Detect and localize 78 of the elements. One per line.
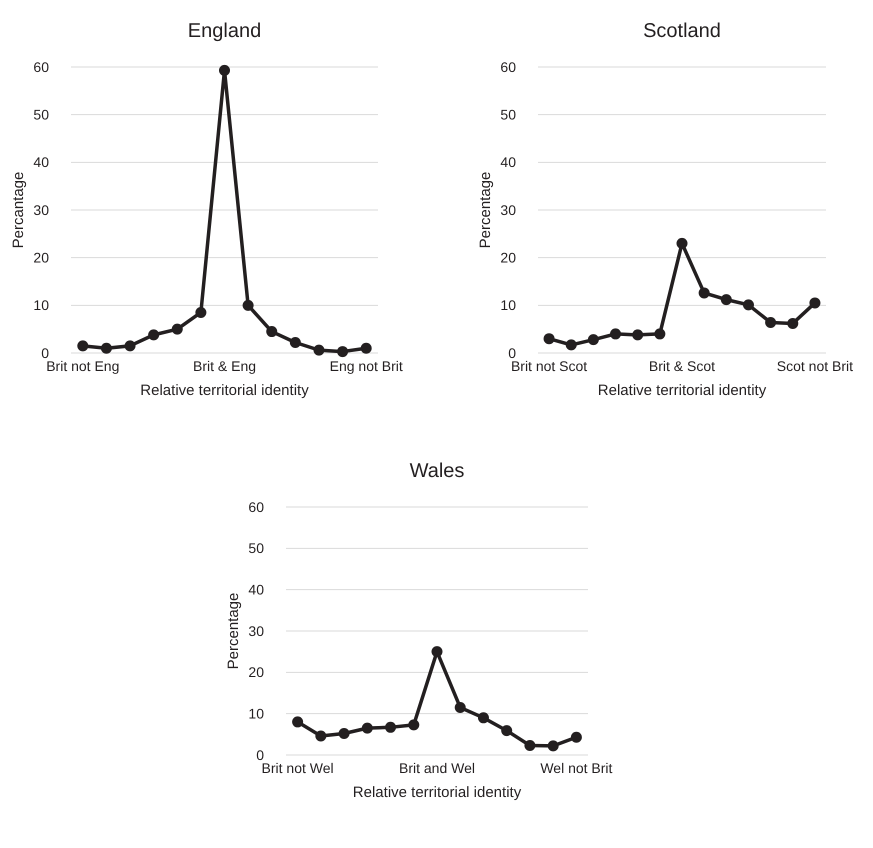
point [570,732,582,743]
point [290,337,301,348]
y-tick-label: 50 [500,106,516,123]
point [313,344,324,356]
y-tick-label: 40 [248,582,264,598]
chart-title: Wales [410,460,464,482]
y-tick-label: 20 [500,250,516,266]
x-tick-label: Brit not Eng [46,358,120,374]
point [408,719,420,730]
point [454,702,466,713]
y-tick-label: 60 [248,498,264,515]
point [242,300,254,311]
point [610,328,622,340]
y-tick-label: 40 [33,154,50,170]
point [654,328,666,340]
point [292,716,304,728]
point [698,287,710,298]
point [787,318,798,329]
chart-title: England [188,20,262,42]
y-tick-label: 10 [33,297,50,314]
x-tick-label: Scot not Brit [776,358,854,374]
point [219,64,230,76]
x-axis-title: Relative territorial identity [140,382,310,399]
point [588,334,599,346]
y-axis-title: Percantage [10,172,27,248]
y-tick-label: 0 [508,344,516,361]
y-tick-label: 30 [248,622,264,639]
point [195,306,206,318]
y-axis-title: Percentage [477,172,494,248]
point [566,339,577,350]
point [337,346,348,358]
point [632,329,644,340]
x-tick-label: Brit and Wel [399,760,475,776]
y-axis-title: Percentage [225,592,242,670]
point [478,712,489,724]
point [385,722,396,733]
point [809,297,820,308]
point [362,722,373,734]
y-tick-label: 10 [248,706,264,722]
y-tick-label: 0 [256,746,264,763]
x-tick-label: Brit not Wel [262,760,334,776]
y-tick-label: 60 [500,58,516,75]
point [266,326,278,338]
point [548,740,559,752]
x-tick-label: Brit not Scot [510,358,588,374]
point [720,294,732,306]
point [432,646,442,658]
chart-title: Scotland [643,20,721,42]
point [315,730,326,742]
x-tick-label: Wel not Brit [540,760,613,776]
x-tick-label: Brit & Eng [192,358,256,374]
point [742,299,754,310]
y-tick-label: 10 [500,297,516,314]
y-tick-label: 40 [500,154,516,170]
y-tick-label: 0 [41,344,50,361]
point [77,340,88,352]
y-tick-label: 60 [33,58,50,75]
x-axis-title: Relative territorial identity [598,382,767,399]
point [676,238,688,249]
point [148,329,160,340]
x-axis-title: Relative territorial identity [352,784,522,801]
point [100,342,112,354]
y-tick-label: 30 [500,202,516,218]
point [360,342,372,354]
y-tick-label: 50 [248,540,264,556]
y-tick-label: 30 [33,202,50,218]
x-tick-label: Brit & Scot [648,358,716,374]
point [765,316,776,328]
y-tick-label: 50 [33,106,50,123]
point [172,324,183,335]
point [501,725,512,736]
y-tick-label: 20 [248,664,264,680]
y-tick-label: 20 [33,250,50,266]
point [524,740,536,751]
point [544,333,555,344]
point [338,728,350,740]
x-tick-label: Eng not Brit [330,358,403,374]
point [124,340,136,352]
